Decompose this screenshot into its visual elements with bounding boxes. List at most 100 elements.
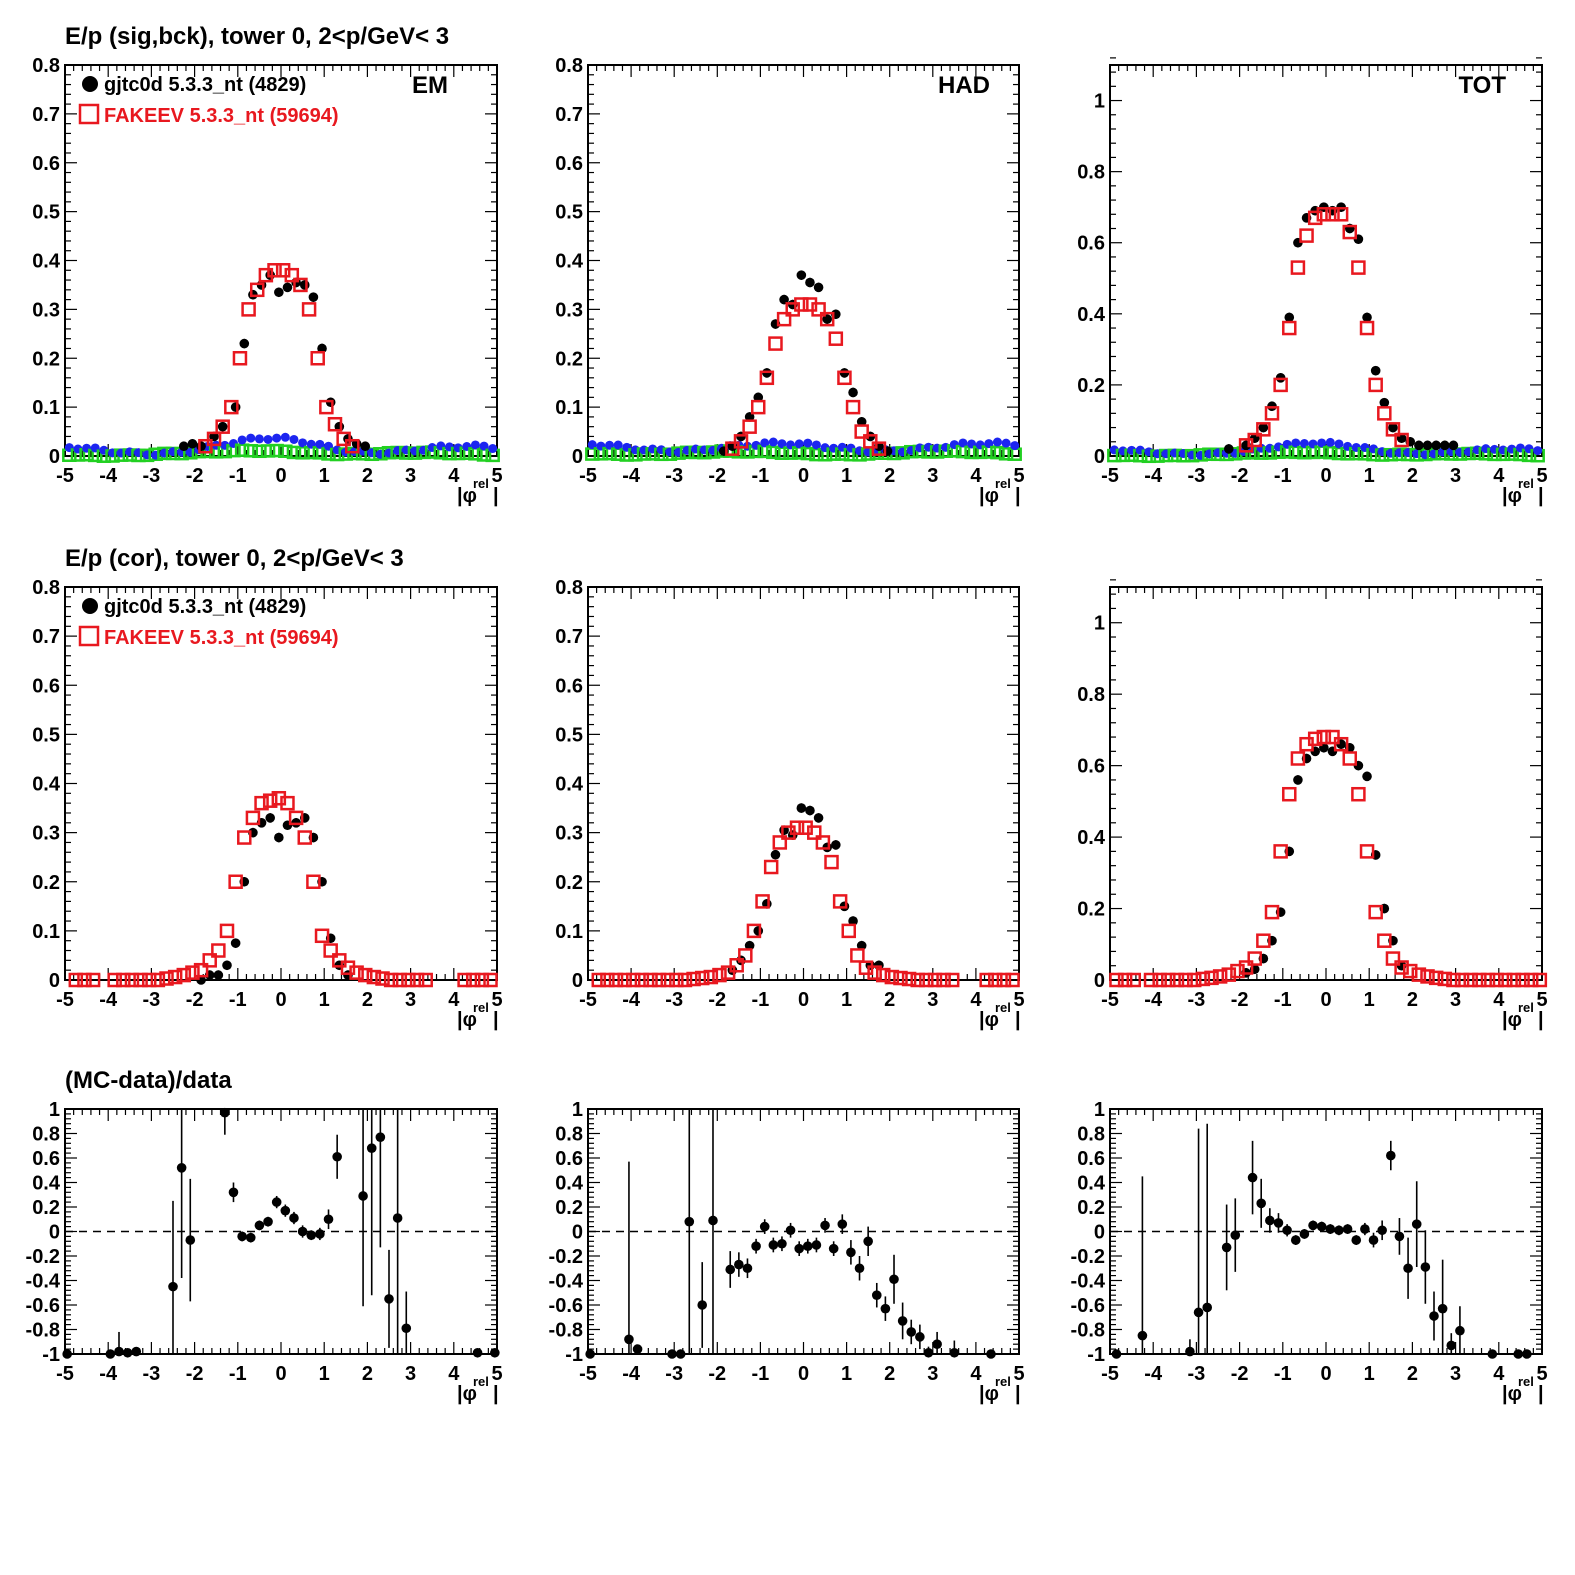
mc-marker bbox=[703, 969, 719, 985]
data-point bbox=[1455, 1325, 1465, 1336]
mc-marker bbox=[1169, 972, 1185, 988]
data-point bbox=[392, 1213, 403, 1223]
x-tick-label: -3 bbox=[1188, 989, 1206, 1011]
mc-marker bbox=[755, 894, 770, 909]
mc-marker bbox=[591, 972, 607, 988]
y-tick-label: 0 bbox=[49, 1222, 60, 1244]
mc-marker bbox=[1299, 228, 1314, 243]
x-axis-label: |φ bbox=[457, 485, 477, 507]
bck-data-point bbox=[289, 434, 299, 444]
y-tick-label: 0.7 bbox=[32, 626, 60, 648]
x-tick-label: 2 bbox=[362, 465, 373, 487]
panel-had-row-2: -5 -4 -3 -2 -1 0 1 2 3 4 5 0 0.1 0.2 0.3 0.4 0.5 0.6 0.7 0.… bbox=[555, 577, 1024, 1031]
panel-em-row-2: -5 -4 -3 -2 -1 0 1 2 3 4 5 0 0.1 0.2 0.3 0.4 0.5 0.6 0.7 0.… bbox=[32, 577, 502, 1031]
data-point bbox=[282, 282, 293, 293]
data-point bbox=[1334, 1225, 1344, 1236]
y-tick-label: 0 bbox=[49, 446, 60, 468]
data-point bbox=[239, 338, 250, 349]
data-point bbox=[770, 849, 781, 860]
data-point bbox=[820, 1220, 830, 1231]
x-tick-label: 1 bbox=[319, 465, 330, 487]
data-point bbox=[794, 1243, 804, 1254]
mc-marker bbox=[763, 859, 779, 875]
data-point bbox=[1440, 440, 1450, 451]
y-tick-label: -1 bbox=[565, 1344, 583, 1366]
legend-mc-marker bbox=[78, 103, 100, 125]
y-tick-label: 0.3 bbox=[555, 823, 583, 845]
y-tick-label: 0.2 bbox=[32, 1197, 60, 1219]
bck-mc-square bbox=[766, 445, 781, 460]
data-point bbox=[1290, 1235, 1301, 1245]
x-tick-label: 2 bbox=[1407, 989, 1418, 1011]
mc-marker bbox=[319, 399, 334, 415]
y-tick-label: -0.4 bbox=[549, 1271, 584, 1293]
bck-data-point bbox=[803, 438, 813, 448]
data-point bbox=[230, 402, 241, 412]
y-tick-label: 0.4 bbox=[32, 774, 61, 796]
bck-data-point bbox=[315, 439, 325, 449]
data-point bbox=[114, 1346, 124, 1357]
mc-marker bbox=[617, 972, 632, 988]
data-point bbox=[1446, 1340, 1457, 1351]
x-tick-label: -3 bbox=[143, 1363, 161, 1385]
mc-marker bbox=[759, 370, 775, 386]
bck-mc-square bbox=[800, 446, 816, 461]
y-tick-label: 0.6 bbox=[555, 153, 583, 175]
x-axis-label-end: | bbox=[1538, 485, 1544, 507]
data-point bbox=[308, 292, 319, 302]
mc-marker bbox=[867, 965, 882, 980]
mc-marker bbox=[198, 438, 213, 454]
mc-marker bbox=[323, 943, 338, 958]
x-tick-label: -5 bbox=[56, 989, 74, 1011]
data-point bbox=[122, 1347, 133, 1358]
y-tick-label: 0.2 bbox=[32, 348, 60, 370]
data-point bbox=[1513, 1349, 1524, 1359]
data-point bbox=[1111, 1349, 1122, 1359]
bck-data-point bbox=[1325, 437, 1335, 447]
x-tick-label: 2 bbox=[1407, 465, 1418, 487]
row-2-title: E/p (cor), tower 0, 2<p/GeV< 3 bbox=[65, 545, 404, 572]
mc-marker bbox=[1212, 969, 1228, 984]
data-point bbox=[1437, 1303, 1448, 1314]
mc-marker bbox=[725, 441, 740, 456]
data-point bbox=[263, 1216, 273, 1227]
data-point bbox=[1487, 1349, 1498, 1359]
mc-marker bbox=[1385, 951, 1401, 966]
x-tick-label: 2 bbox=[1407, 1363, 1418, 1385]
bck-data-point bbox=[811, 440, 821, 450]
data-point bbox=[179, 441, 189, 452]
data-point bbox=[1342, 1224, 1353, 1234]
mc-marker bbox=[1498, 972, 1513, 988]
x-axis-label-sup: rel bbox=[995, 1000, 1011, 1015]
mc-marker bbox=[768, 336, 783, 351]
mc-marker bbox=[845, 399, 861, 415]
y-tick-label: 0.5 bbox=[32, 724, 60, 746]
data-point bbox=[1403, 1263, 1413, 1274]
x-tick-label: 3 bbox=[405, 989, 416, 1011]
mc-marker bbox=[608, 972, 624, 988]
y-tick-label: -0.6 bbox=[1071, 1295, 1105, 1317]
y-tick-label: 1 bbox=[49, 1099, 60, 1121]
data-point bbox=[624, 1334, 634, 1345]
y-tick-label: 0.8 bbox=[1077, 1124, 1105, 1146]
panel-had-row-3: -5 -4 -3 -2 -1 0 1 2 3 4 5-1-0.8-0.6-0.4-0.200.20.… bbox=[549, 1099, 1025, 1405]
data-point bbox=[1448, 440, 1459, 451]
mc-marker bbox=[828, 331, 844, 346]
mc-marker bbox=[68, 972, 84, 988]
x-tick-label: -4 bbox=[622, 465, 641, 487]
x-tick-label: -3 bbox=[143, 989, 161, 1011]
mc-marker bbox=[1394, 960, 1409, 975]
y-tick-label: 0.3 bbox=[32, 299, 60, 321]
mc-marker bbox=[1186, 972, 1202, 988]
data-point bbox=[1185, 1346, 1195, 1357]
x-axis-label-end: | bbox=[493, 1383, 499, 1405]
mc-marker bbox=[176, 967, 192, 983]
data-point bbox=[777, 1238, 787, 1249]
mc-marker bbox=[850, 948, 865, 963]
x-tick-label: 4 bbox=[1493, 465, 1505, 487]
x-tick-label: -3 bbox=[1188, 1363, 1206, 1385]
data-point bbox=[1386, 1150, 1396, 1161]
y-tick-label: 0.2 bbox=[32, 872, 60, 894]
mc-marker bbox=[794, 297, 809, 312]
mc-marker bbox=[237, 830, 252, 845]
